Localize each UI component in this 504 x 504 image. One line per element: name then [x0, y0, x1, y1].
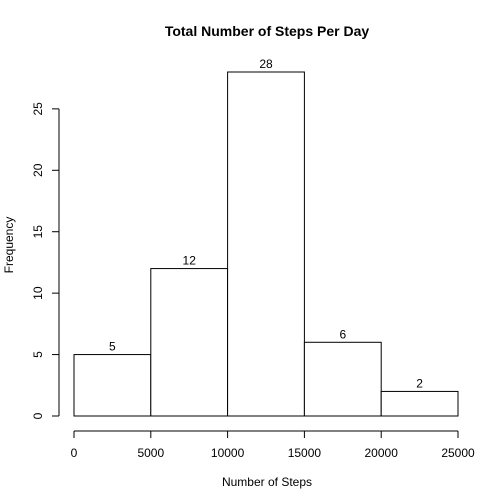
bar-count-label: 12	[183, 254, 197, 268]
y-tick-label: 20	[31, 163, 45, 177]
x-tick-label: 10000	[211, 446, 245, 460]
x-axis-label: Number of Steps	[222, 475, 312, 489]
y-tick-label: 15	[31, 225, 45, 239]
x-tick-label: 25000	[441, 446, 475, 460]
y-axis-label: Frequency	[2, 217, 16, 274]
y-tick-label: 10	[31, 286, 45, 300]
x-tick-label: 0	[71, 446, 78, 460]
y-tick-label: 25	[31, 102, 45, 116]
y-axis: 0 5 10 15 20 25	[31, 102, 60, 419]
histogram-bar	[150, 268, 229, 417]
bar-count-label: 28	[259, 57, 273, 71]
x-tick-label: 15000	[288, 446, 322, 460]
bar-count-label: 2	[416, 376, 423, 390]
chart-title: Total Number of Steps Per Day	[165, 23, 370, 39]
histogram-bar	[303, 341, 382, 417]
bar-count-label: 5	[109, 340, 116, 354]
x-axis: 0 5000 10000 15000 20000 25000	[71, 430, 475, 460]
y-tick-label: 0	[31, 412, 45, 419]
y-tick-label: 5	[31, 351, 45, 358]
histogram-bar	[227, 71, 305, 417]
bars-layer: 5 12 28 6 2	[73, 57, 459, 417]
x-tick-label: 20000	[365, 446, 399, 460]
histogram-bar	[380, 390, 459, 417]
histogram-bar	[73, 354, 152, 417]
x-tick-label: 5000	[137, 446, 164, 460]
bar-count-label: 6	[339, 327, 346, 341]
